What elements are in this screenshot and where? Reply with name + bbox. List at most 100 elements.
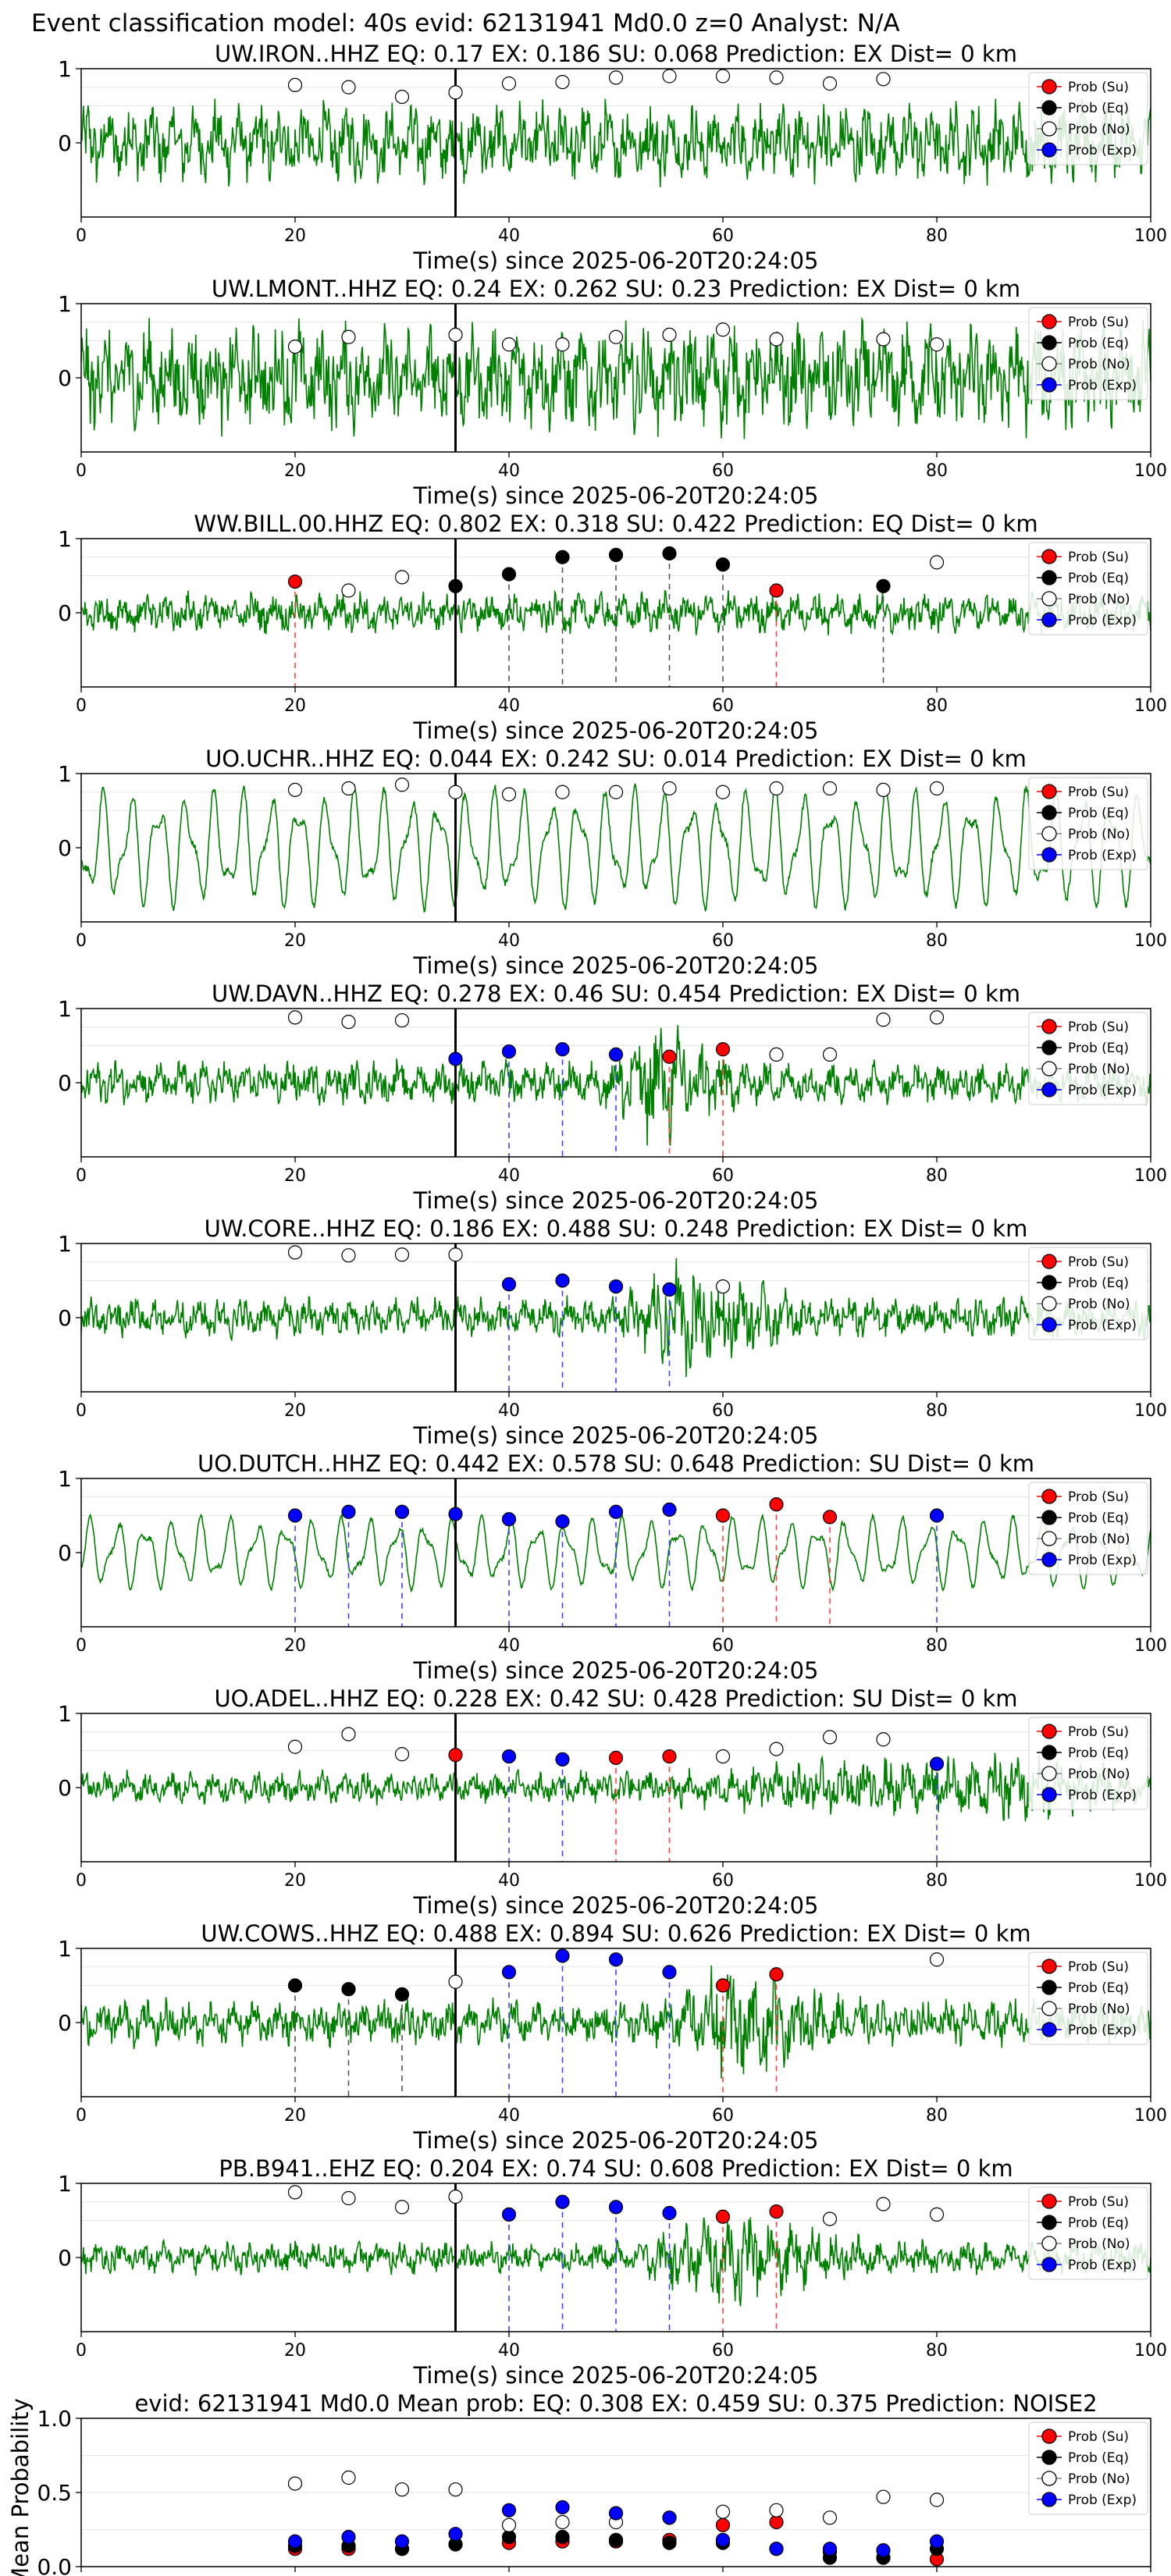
x-tick-label: 60 — [712, 1636, 734, 1656]
y-tick-label: 1 — [58, 291, 72, 317]
station-panel: UW.CORE..HHZ EQ: 0.186 EX: 0.488 SU: 0.2… — [58, 1215, 1167, 1449]
prob-point-no — [287, 2185, 303, 2200]
legend-box — [1028, 2421, 1148, 2515]
prob-point-no — [394, 1747, 410, 1762]
prob-point-eq — [501, 567, 517, 582]
x-axis-label: Time(s) since 2025-06-20T20:24:05 — [413, 2362, 819, 2389]
legend-marker-su — [1041, 79, 1057, 94]
prob-point-no — [715, 322, 731, 337]
panel-title: UW.LMONT..HHZ EQ: 0.24 EX: 0.262 SU: 0.2… — [212, 276, 1020, 302]
legend-marker-exp — [1041, 847, 1057, 863]
legend-box — [1028, 1012, 1148, 1105]
mean-prob-point-exp — [662, 2510, 677, 2525]
prob-point-no — [769, 1047, 784, 1062]
mean-prob-point-eq — [608, 2532, 624, 2547]
legend-box — [1028, 542, 1148, 635]
legend-marker-exp — [1041, 142, 1057, 158]
legend-label-no: Prob (No) — [1068, 122, 1130, 137]
prob-point-no — [662, 69, 677, 84]
prob-point-no — [287, 1245, 303, 1260]
legend-label-su: Prob (Su) — [1068, 550, 1129, 565]
y-tick-label: 1 — [58, 1701, 72, 1727]
mean-prob-point-exp — [287, 2534, 303, 2549]
x-tick-label: 60 — [712, 2341, 734, 2361]
prob-point-no — [608, 329, 624, 344]
prob-point-exp — [555, 1042, 570, 1057]
prob-point-su — [769, 2204, 784, 2219]
legend-label-eq: Prob (Eq) — [1068, 571, 1129, 586]
y-tick-label: 0 — [58, 1070, 72, 1096]
x-tick-label: 100 — [1134, 1401, 1167, 1421]
panel-title: UW.COWS..HHZ EQ: 0.488 EX: 0.894 SU: 0.6… — [201, 1920, 1030, 1947]
legend-label-exp: Prob (Exp) — [1068, 1788, 1137, 1803]
y-tick-label: 0 — [58, 600, 72, 626]
legend-box — [1028, 1952, 1148, 2045]
y-tick-label: 1 — [58, 56, 72, 82]
prob-point-no — [341, 1014, 356, 1030]
prob-point-su — [448, 1748, 463, 1763]
prob-point-no — [608, 70, 624, 85]
prob-point-eq — [715, 557, 731, 572]
x-tick-label: 40 — [498, 696, 520, 716]
legend-marker-no — [1041, 2236, 1057, 2251]
legend-marker-eq — [1041, 2450, 1057, 2465]
legend-marker-eq — [1041, 1275, 1057, 1290]
legend-marker-eq — [1041, 1040, 1057, 1055]
x-tick-label: 40 — [498, 1636, 520, 1656]
x-tick-label: 20 — [284, 1401, 306, 1421]
station-panel: UW.LMONT..HHZ EQ: 0.24 EX: 0.262 SU: 0.2… — [58, 276, 1167, 509]
legend-marker-no — [1041, 1061, 1057, 1076]
prob-point-no — [876, 1012, 891, 1027]
prob-point-no — [448, 85, 463, 100]
mean-prob-point-exp — [555, 2500, 570, 2515]
legend-marker-exp — [1041, 1787, 1057, 1802]
mean-prob-point-no — [715, 2504, 731, 2519]
y-axis-label: Mean Probability — [7, 2398, 34, 2576]
prob-point-exp — [555, 1514, 570, 1529]
prob-point-no — [769, 1742, 784, 1756]
x-tick-label: 0 — [76, 1166, 87, 1186]
prob-point-su — [662, 1049, 677, 1064]
legend-marker-exp — [1041, 1552, 1057, 1567]
mean-prob-point-exp — [448, 2527, 463, 2542]
prob-point-exp — [608, 1279, 624, 1294]
legend-label-su: Prob (Su) — [1068, 1489, 1129, 1505]
panel-title: UW.IRON..HHZ EQ: 0.17 EX: 0.186 SU: 0.06… — [215, 41, 1017, 67]
prob-point-eq — [394, 1987, 410, 2001]
waveform-trace — [80, 316, 1151, 439]
x-tick-label: 40 — [498, 226, 520, 246]
x-tick-label: 40 — [498, 2341, 520, 2361]
prob-point-no — [822, 781, 838, 796]
x-tick-label: 80 — [926, 226, 948, 246]
mean-prob-point-no — [555, 2514, 570, 2530]
y-tick-label: 0 — [58, 2010, 72, 2036]
mean-prob-point-su — [769, 2514, 784, 2530]
x-tick-label: 60 — [712, 696, 734, 716]
legend-marker-exp — [1041, 2492, 1057, 2507]
prob-point-no — [394, 2200, 410, 2215]
panel-title: UO.UCHR..HHZ EQ: 0.044 EX: 0.242 SU: 0.0… — [205, 745, 1027, 772]
x-tick-label: 0 — [76, 2106, 87, 2126]
panel-title: UO.ADEL..HHZ EQ: 0.228 EX: 0.42 SU: 0.42… — [214, 1685, 1017, 1712]
legend-label-eq: Prob (Eq) — [1068, 2215, 1129, 2231]
x-tick-label: 60 — [712, 931, 734, 951]
prob-point-no — [929, 1010, 945, 1025]
y-tick-label: 0 — [58, 365, 72, 391]
prob-point-no — [929, 337, 945, 352]
prob-point-exp — [662, 1965, 677, 1980]
x-tick-label: 0 — [76, 1401, 87, 1421]
prob-point-exp — [662, 1502, 677, 1517]
prob-point-no — [341, 781, 356, 796]
prob-point-exp — [929, 1508, 945, 1523]
prob-point-no — [876, 782, 891, 798]
x-tick-label: 80 — [926, 1871, 948, 1891]
legend-marker-eq — [1041, 1980, 1057, 1995]
mean-prob-point-eq — [555, 2529, 570, 2545]
legend-label-eq: Prob (Eq) — [1068, 806, 1129, 821]
prob-point-no — [769, 781, 784, 796]
x-tick-label: 0 — [76, 931, 87, 951]
y-tick-label: 1 — [58, 1231, 72, 1257]
legend-label-eq: Prob (Eq) — [1068, 1980, 1129, 1996]
mean-prob-point-exp — [341, 2529, 356, 2545]
